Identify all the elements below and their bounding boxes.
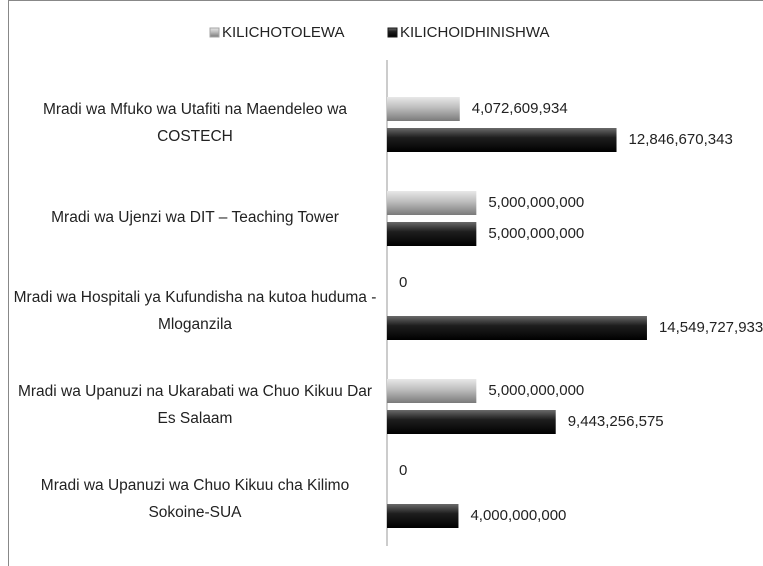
data-label: 0 bbox=[399, 274, 407, 291]
bar bbox=[387, 128, 617, 152]
data-label: 5,000,000,000 bbox=[488, 225, 584, 242]
category-label: Mradi wa Ujenzi wa DIT – Teaching Tower bbox=[51, 208, 339, 226]
bar bbox=[387, 222, 477, 246]
category-label: Mradi wa Mfuko wa Utafiti na Maendeleo w… bbox=[42, 101, 348, 145]
legend-label: KILICHOIDHINISHWA bbox=[400, 24, 549, 41]
category-label: Mradi wa Upanuzi na Ukarabati wa Chuo Ki… bbox=[17, 383, 373, 427]
bar bbox=[387, 316, 647, 340]
data-label: 0 bbox=[399, 462, 407, 479]
bar bbox=[387, 97, 460, 121]
bar bbox=[387, 410, 556, 434]
legend-label: KILICHOTOLEWA bbox=[222, 24, 345, 41]
data-label: 4,072,609,934 bbox=[472, 100, 568, 117]
category-label: Mradi wa Hospitali ya Kufundisha na kuto… bbox=[13, 289, 377, 333]
chart-border bbox=[8, 0, 763, 566]
bar bbox=[387, 191, 477, 215]
legend-swatch bbox=[209, 27, 220, 38]
data-label: 5,000,000,000 bbox=[488, 382, 584, 399]
bar bbox=[387, 379, 477, 403]
legend-swatch bbox=[387, 27, 398, 38]
data-label: 12,846,670,343 bbox=[629, 131, 733, 148]
data-label: 14,549,727,933 bbox=[659, 319, 763, 336]
data-label: 5,000,000,000 bbox=[488, 194, 584, 211]
data-label: 9,443,256,575 bbox=[568, 413, 664, 430]
category-label: Mradi wa Upanuzi wa Chuo Kikuu cha Kilim… bbox=[40, 477, 350, 521]
bar bbox=[387, 504, 459, 528]
data-label: 4,000,000,000 bbox=[470, 507, 566, 524]
